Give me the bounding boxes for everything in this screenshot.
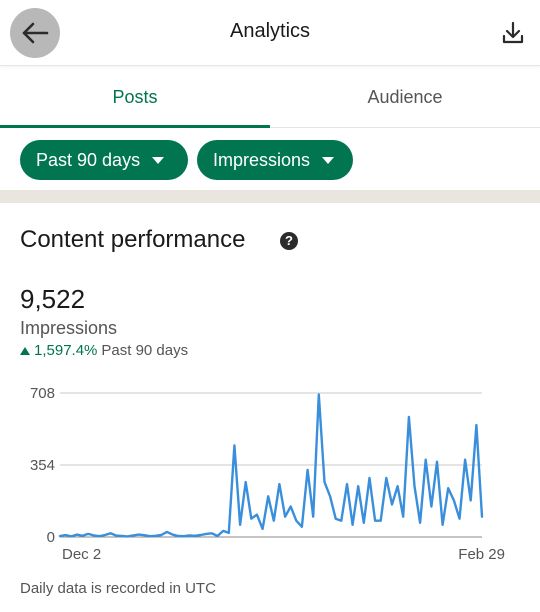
- metric-label: Impressions: [213, 149, 311, 170]
- impressions-series-line: [58, 393, 484, 538]
- change-percent: 1,597.4%: [34, 342, 98, 359]
- trend-up-icon: [20, 346, 30, 355]
- tab-audience[interactable]: Audience: [270, 66, 540, 128]
- tab-audience-label: Audience: [367, 87, 443, 107]
- change-row: 1,597.4% Past 90 days: [20, 342, 188, 359]
- y-tick-label: 708: [30, 385, 55, 402]
- top-bar: Analytics: [0, 0, 540, 66]
- metric-dropdown[interactable]: Impressions: [197, 140, 353, 180]
- tab-posts[interactable]: Posts: [0, 66, 270, 128]
- caret-down-icon: [152, 156, 165, 164]
- date-range-label: Past 90 days: [36, 149, 141, 170]
- section-divider: [0, 190, 540, 203]
- date-range-dropdown[interactable]: Past 90 days: [20, 140, 188, 180]
- download-icon: [502, 21, 524, 44]
- download-button[interactable]: [500, 20, 526, 46]
- y-tick-label: 0: [47, 529, 55, 546]
- section-title: Content performance: [20, 226, 246, 253]
- x-tick-label: Dec 2: [62, 546, 101, 563]
- question-circle-icon[interactable]: ?: [280, 232, 298, 250]
- y-tick-label: 354: [30, 457, 55, 474]
- active-tab-indicator: [0, 125, 270, 128]
- impressions-total: 9,522: [20, 284, 86, 314]
- tab-bar: Posts Audience: [0, 66, 540, 128]
- caret-down-icon: [322, 156, 335, 164]
- change-period: Past 90 days: [101, 342, 189, 359]
- tab-posts-label: Posts: [112, 87, 158, 107]
- impressions-line-chart: 708 354 0 Dec 2 Feb 29: [30, 385, 505, 563]
- impressions-label: Impressions: [20, 318, 118, 338]
- page-title: Analytics: [229, 20, 311, 42]
- filter-bar: Past 90 days Impressions: [0, 128, 540, 190]
- x-tick-label: Feb 29: [458, 546, 505, 563]
- arrow-left-icon: [22, 22, 49, 44]
- back-button[interactable]: [10, 8, 60, 58]
- utc-footnote: Daily data is recorded in UTC: [20, 580, 216, 597]
